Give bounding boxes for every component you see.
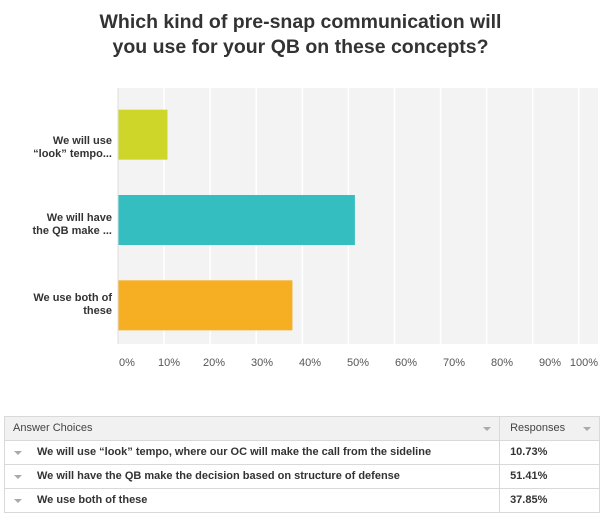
answer-choice-cell: We will have the QB make the decision ba… — [3, 464, 501, 489]
x-tick-3: 30% — [250, 357, 274, 369]
x-tick-0: 0% — [119, 357, 135, 369]
y-label-1-line-1: We will have — [46, 212, 112, 224]
x-tick-7: 70% — [442, 357, 466, 369]
chart-title-line-1: Which kind of pre-snap communication wil… — [99, 11, 502, 33]
table-header-row: Answer Choices Responses — [3, 416, 600, 441]
expand-caret-icon[interactable] — [14, 451, 22, 455]
y-label-2-line-2: these — [83, 305, 112, 317]
expand-caret-icon[interactable] — [14, 499, 22, 503]
bar-2[interactable] — [118, 280, 293, 331]
response-cell: 51.41% — [499, 464, 600, 489]
y-label-0: We will use “look” tempo... — [4, 135, 112, 161]
y-label-0-line-1: We will use — [52, 135, 112, 147]
x-tick-6: 60% — [394, 357, 418, 369]
responses-header[interactable]: Responses — [499, 416, 600, 441]
answer-choices-header[interactable]: Answer Choices — [3, 416, 501, 441]
y-label-1: We will have the QB make ... — [4, 212, 112, 238]
bar-chart — [117, 88, 598, 344]
answer-choices-header-label: Answer Choices — [13, 422, 93, 434]
x-tick-1: 10% — [157, 357, 181, 369]
sort-caret-icon[interactable] — [483, 427, 492, 431]
chart-title: Which kind of pre-snap communication wil… — [0, 10, 601, 60]
y-label-2: We use both of these — [4, 292, 112, 318]
x-tick-10: 100% — [569, 357, 599, 369]
response-cell: 10.73% — [499, 440, 600, 465]
answer-choice-text: We will use “look” tempo, where our OC w… — [37, 446, 432, 458]
y-label-0-line-2: “look” tempo... — [33, 148, 112, 160]
x-tick-5: 50% — [346, 357, 370, 369]
table-row: We will use “look” tempo, where our OC w… — [3, 440, 600, 465]
x-tick-2: 20% — [202, 357, 226, 369]
response-cell: 37.85% — [499, 488, 600, 513]
x-tick-4: 40% — [298, 357, 322, 369]
x-tick-8: 80% — [490, 357, 514, 369]
y-label-2-line-1: We use both of — [33, 292, 112, 304]
answer-choice-cell: We will use “look” tempo, where our OC w… — [3, 440, 501, 465]
answer-choice-cell: We use both of these — [3, 488, 501, 513]
answer-choice-text: We will have the QB make the decision ba… — [37, 470, 400, 482]
sort-caret-icon[interactable] — [583, 427, 591, 431]
chart-title-line-2: you use for your QB on these concepts? — [112, 36, 489, 58]
table-row: We use both of these 37.85% — [3, 488, 600, 513]
bar-0[interactable] — [118, 109, 168, 160]
response-value: 51.41% — [510, 470, 548, 482]
table-row: We will have the QB make the decision ba… — [3, 464, 600, 489]
expand-caret-icon[interactable] — [14, 475, 22, 479]
x-tick-9: 90% — [538, 357, 562, 369]
answer-choice-text: We use both of these — [37, 494, 148, 506]
responses-header-label: Responses — [510, 422, 566, 434]
responses-table: Answer Choices Responses We will use “lo… — [3, 416, 600, 513]
bar-1[interactable] — [118, 195, 355, 245]
response-value: 37.85% — [510, 494, 548, 506]
y-label-1-line-2: the QB make ... — [32, 225, 112, 237]
response-value: 10.73% — [510, 446, 548, 458]
